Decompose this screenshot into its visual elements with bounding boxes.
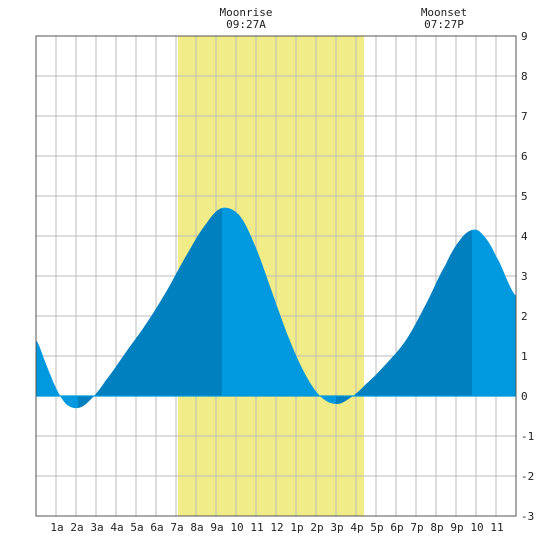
x-tick-label: 8p <box>430 521 443 534</box>
x-tick-label: 8a <box>190 521 203 534</box>
x-tick-label: 3p <box>330 521 343 534</box>
y-tick-label: 5 <box>521 190 528 203</box>
moon-event-title: Moonrise <box>220 6 273 19</box>
y-tick-label: 3 <box>521 270 528 283</box>
y-tick-label: -1 <box>521 430 534 443</box>
x-tick-label: 2p <box>310 521 323 534</box>
y-tick-label: 4 <box>521 230 528 243</box>
x-tick-label: 4p <box>350 521 363 534</box>
moon-event-title: Moonset <box>421 6 467 19</box>
x-tick-label: 5a <box>130 521 143 534</box>
y-tick-label: 0 <box>521 390 528 403</box>
x-tick-label: 2a <box>70 521 83 534</box>
x-tick-label: 3a <box>90 521 103 534</box>
y-tick-label: 7 <box>521 110 528 123</box>
x-tick-label: 9p <box>450 521 463 534</box>
plot-frame <box>35 35 517 517</box>
y-tick-label: 9 <box>521 30 528 43</box>
x-tick-label: 6a <box>150 521 163 534</box>
x-tick-label: 1a <box>50 521 63 534</box>
falling-tide-segment <box>472 229 516 396</box>
y-tick-label: 2 <box>521 310 528 323</box>
x-tick-label: 5p <box>370 521 383 534</box>
x-axis-ticks: 1a 2a 3a 4a 5a 6a 7a 8a 9a 10 11 12 1p 2p 3p 4p 5p 6p 7p 8p… <box>50 521 503 534</box>
y-tick-label: 1 <box>521 350 528 363</box>
y-tick-label: -3 <box>521 510 534 523</box>
x-tick-label: 10 <box>470 521 483 534</box>
falling-tide-segment <box>222 207 336 404</box>
tide-area <box>36 207 516 409</box>
x-tick-label: 12 <box>270 521 283 534</box>
x-tick-label: 7a <box>170 521 183 534</box>
y-tick-label: 6 <box>521 150 528 163</box>
x-tick-label: 11 <box>490 521 503 534</box>
x-tick-label: 1p <box>290 521 303 534</box>
x-tick-label: 9a <box>210 521 223 534</box>
x-tick-label: 11 <box>250 521 263 534</box>
x-tick-label: 7p <box>410 521 423 534</box>
falling-tide-segment <box>36 340 78 409</box>
x-tick-label: 4a <box>110 521 123 534</box>
y-tick-label: 8 <box>521 70 528 83</box>
rising-tide-segment <box>336 230 472 404</box>
x-tick-label: 10 <box>230 521 243 534</box>
y-axis-ticks: -3 -2 -1 0 1 2 3 4 5 6 7 8 9 <box>521 30 534 523</box>
y-tick-label: -2 <box>521 470 534 483</box>
rising-tide-segment <box>78 208 222 408</box>
moon-event-time: 09:27A <box>226 18 266 31</box>
x-tick-label: 6p <box>390 521 403 534</box>
moon-event-time: 07:27P <box>424 18 464 31</box>
